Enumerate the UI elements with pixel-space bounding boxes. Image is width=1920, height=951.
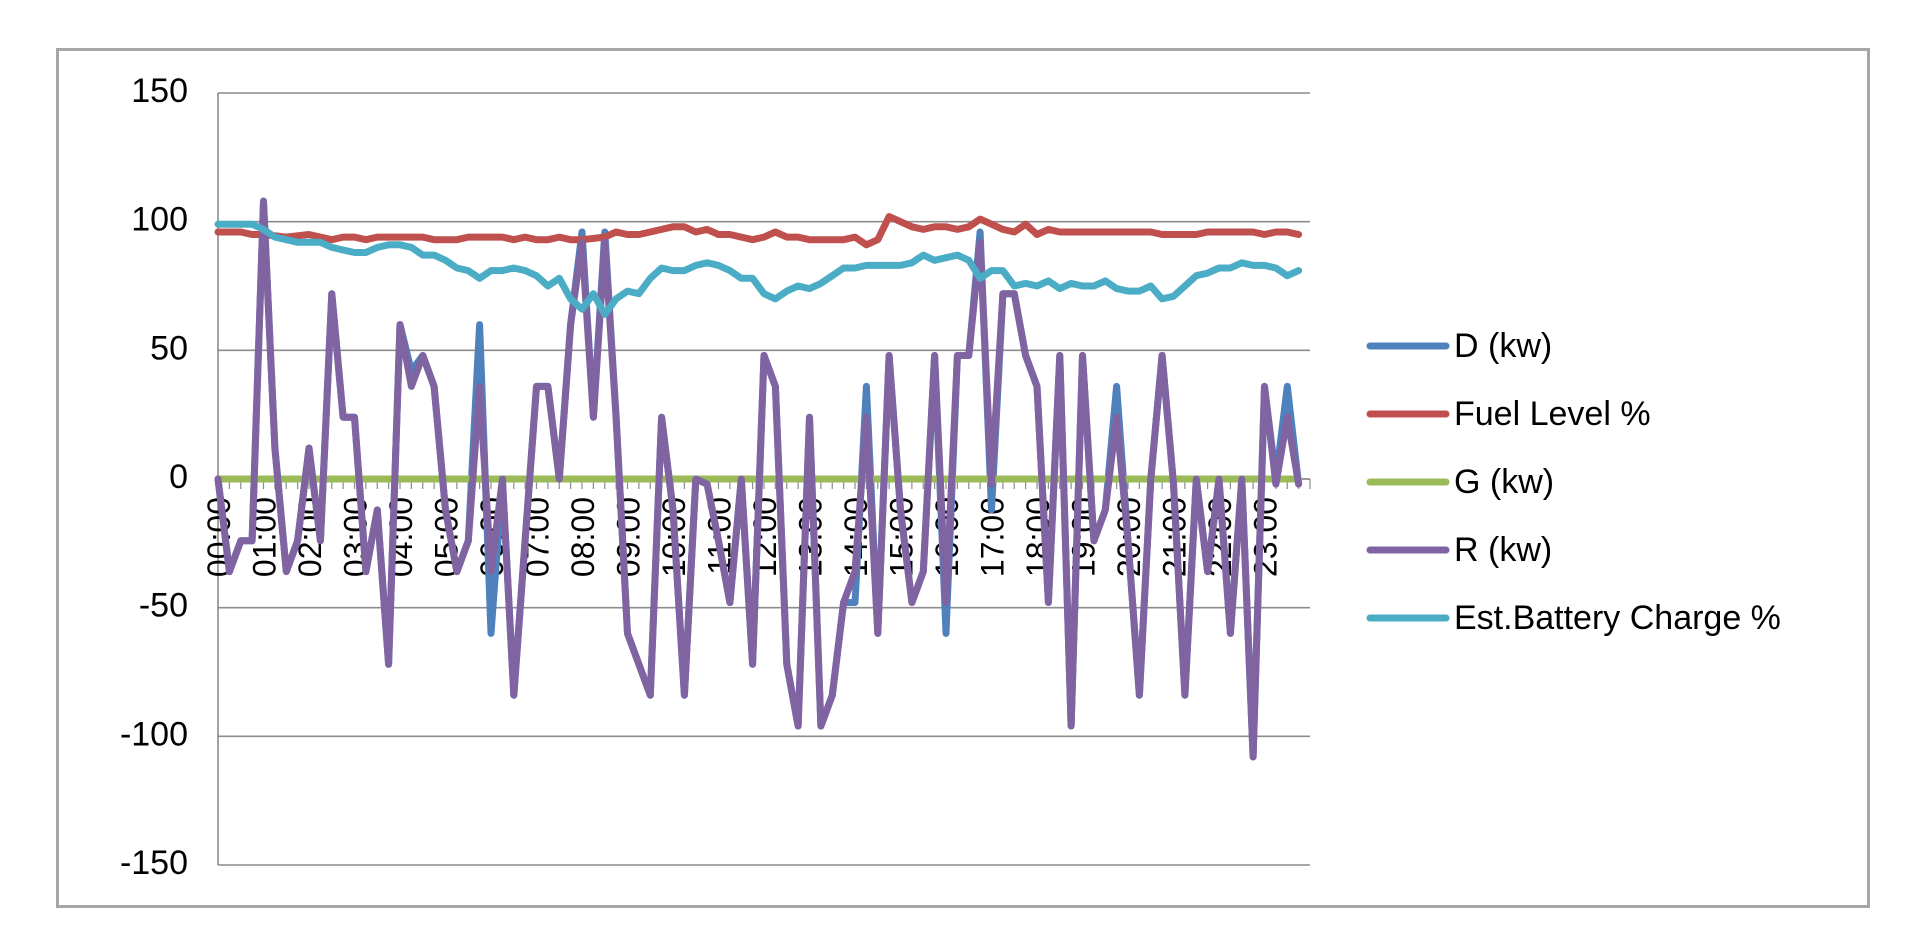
y-tick-label: -50 [139,587,188,625]
legend-label-est-battery-charge: Est.Battery Charge % [1454,599,1781,637]
legend-label-d-kw: D (kw) [1454,327,1552,365]
gridlines [218,92,1310,866]
y-tick-label: -100 [120,715,188,753]
x-tick-label: 04:00 [383,497,419,577]
series-line-fuel-level [214,213,1303,249]
series-line-est-battery-charge [214,220,1303,318]
y-tick-label: 150 [131,72,188,110]
y-tick-label: -150 [120,844,188,882]
legend-label-r-kw: R (kw) [1454,531,1552,569]
y-tick-label: 100 [131,201,188,239]
series-lines [214,197,1303,761]
legend-label-g-kw: G (kw) [1454,463,1554,501]
y-tick-label: 0 [169,458,188,496]
legend-label-fuel-level: Fuel Level % [1454,395,1651,433]
x-tick-label: 09:00 [611,497,647,577]
y-tick-label: 50 [150,329,188,367]
x-tick-label: 08:00 [565,497,601,577]
legend: D (kw) Fuel Level % G (kw) R (kw) Est.Batter… [1366,327,1781,637]
x-tick-label: 23:00 [1248,497,1284,577]
y-tick-labels: 150 100 50 0 -50 -100 -150 [120,72,188,882]
series-line-r-kw [214,197,1303,761]
